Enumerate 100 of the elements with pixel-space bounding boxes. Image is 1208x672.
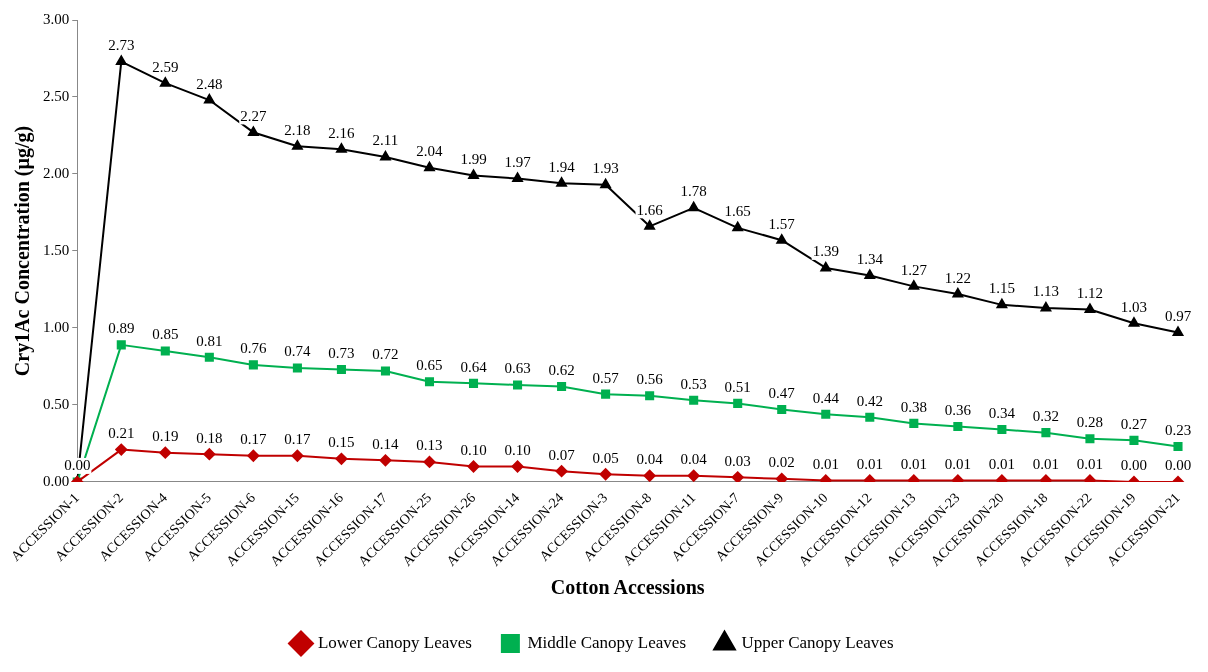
data-label: 0.56 <box>636 371 664 388</box>
point <box>247 449 260 462</box>
data-label: 1.94 <box>548 158 576 175</box>
point <box>248 126 259 136</box>
data-label: 2.59 <box>152 58 179 75</box>
data-label: 0.23 <box>1164 421 1192 438</box>
point <box>776 234 788 244</box>
y-tick-label: 0.50 <box>43 395 70 412</box>
point <box>115 55 127 66</box>
data-label: 0.01 <box>1032 455 1060 472</box>
data-label: 0.47 <box>768 384 796 401</box>
data-label: 0.05 <box>592 449 619 466</box>
point <box>467 460 480 473</box>
point <box>908 280 920 290</box>
point <box>733 398 743 408</box>
point <box>116 340 126 350</box>
point <box>1172 326 1184 337</box>
legend-label: Lower Canopy Leaves <box>317 632 472 652</box>
point <box>775 472 788 482</box>
data-label: 0.00 <box>64 457 91 474</box>
data-label: 0.97 <box>1164 308 1192 324</box>
data-label: 0.73 <box>328 344 355 361</box>
point <box>952 288 964 298</box>
point <box>424 377 435 387</box>
point <box>512 172 523 183</box>
data-label: 0.21 <box>108 425 135 442</box>
point <box>687 469 700 482</box>
point <box>380 366 390 376</box>
point <box>821 409 831 419</box>
point <box>1040 301 1052 312</box>
data-label: 0.89 <box>108 320 135 337</box>
data-label: 0.15 <box>328 434 355 451</box>
point <box>1173 441 1183 452</box>
data-label: 0.57 <box>592 369 620 386</box>
data-label: 0.76 <box>240 340 267 357</box>
y-tick-label: 3.00 <box>43 10 70 27</box>
point <box>777 405 787 415</box>
data-label: 2.16 <box>328 124 356 141</box>
data-label: 0.07 <box>548 446 576 463</box>
data-label: 0.27 <box>1120 415 1148 432</box>
data-label: 0.64 <box>460 358 488 375</box>
data-label: 0.65 <box>416 357 443 374</box>
data-label: 0.19 <box>152 428 179 445</box>
data-label: 0.04 <box>680 451 708 468</box>
point <box>996 298 1008 309</box>
point <box>1085 434 1095 444</box>
data-label: 2.73 <box>108 37 135 54</box>
data-label: 0.63 <box>504 360 531 377</box>
point <box>511 460 524 473</box>
point <box>1041 428 1051 438</box>
data-label: 0.34 <box>988 405 1016 421</box>
y-axis-title: Cry1Ac Concentration (µg/g) <box>11 125 35 377</box>
point <box>292 140 303 150</box>
data-label: 0.72 <box>372 346 399 363</box>
point <box>599 468 612 481</box>
data-label: 1.22 <box>944 269 971 286</box>
data-label: 0.00 <box>1164 457 1192 474</box>
legend-label: Middle Canopy Leaves <box>527 632 687 652</box>
data-label: 0.51 <box>724 378 751 395</box>
data-label: 0.01 <box>944 455 971 472</box>
x-axis-title: Cotton Accessions <box>550 576 705 599</box>
data-label: 0.74 <box>284 343 312 360</box>
data-label: 0.01 <box>988 455 1016 472</box>
data-label: 2.04 <box>416 143 444 160</box>
point <box>292 363 302 373</box>
point <box>423 455 436 468</box>
point <box>689 395 699 405</box>
point <box>731 471 744 482</box>
point <box>468 378 479 388</box>
point <box>380 151 391 161</box>
point <box>159 446 172 459</box>
data-label: 1.03 <box>1120 298 1148 315</box>
data-label: 2.11 <box>372 132 399 149</box>
point <box>204 94 215 104</box>
data-label: 1.66 <box>636 201 664 218</box>
data-label: 0.02 <box>768 454 795 471</box>
data-label: 1.93 <box>592 160 619 177</box>
data-label: 0.17 <box>240 431 267 448</box>
point <box>1128 317 1140 327</box>
point <box>909 418 919 428</box>
data-label: 1.99 <box>460 150 487 167</box>
point <box>248 360 258 370</box>
point <box>557 381 567 391</box>
data-label: 0.10 <box>460 441 487 458</box>
point <box>424 161 435 172</box>
data-label: 0.38 <box>900 398 927 415</box>
data-label: 0.01 <box>1076 455 1104 472</box>
point <box>115 443 128 456</box>
data-label: 0.10 <box>504 441 531 458</box>
point <box>864 269 876 280</box>
point <box>820 261 832 272</box>
data-label: 0.32 <box>1032 408 1060 425</box>
point <box>865 412 875 422</box>
data-label: 1.34 <box>856 251 884 268</box>
point <box>159 77 171 87</box>
data-label: 0.81 <box>196 332 223 349</box>
data-label: 0.28 <box>1076 414 1104 431</box>
point <box>688 201 699 212</box>
data-label: 1.57 <box>768 215 796 232</box>
point <box>556 177 567 187</box>
